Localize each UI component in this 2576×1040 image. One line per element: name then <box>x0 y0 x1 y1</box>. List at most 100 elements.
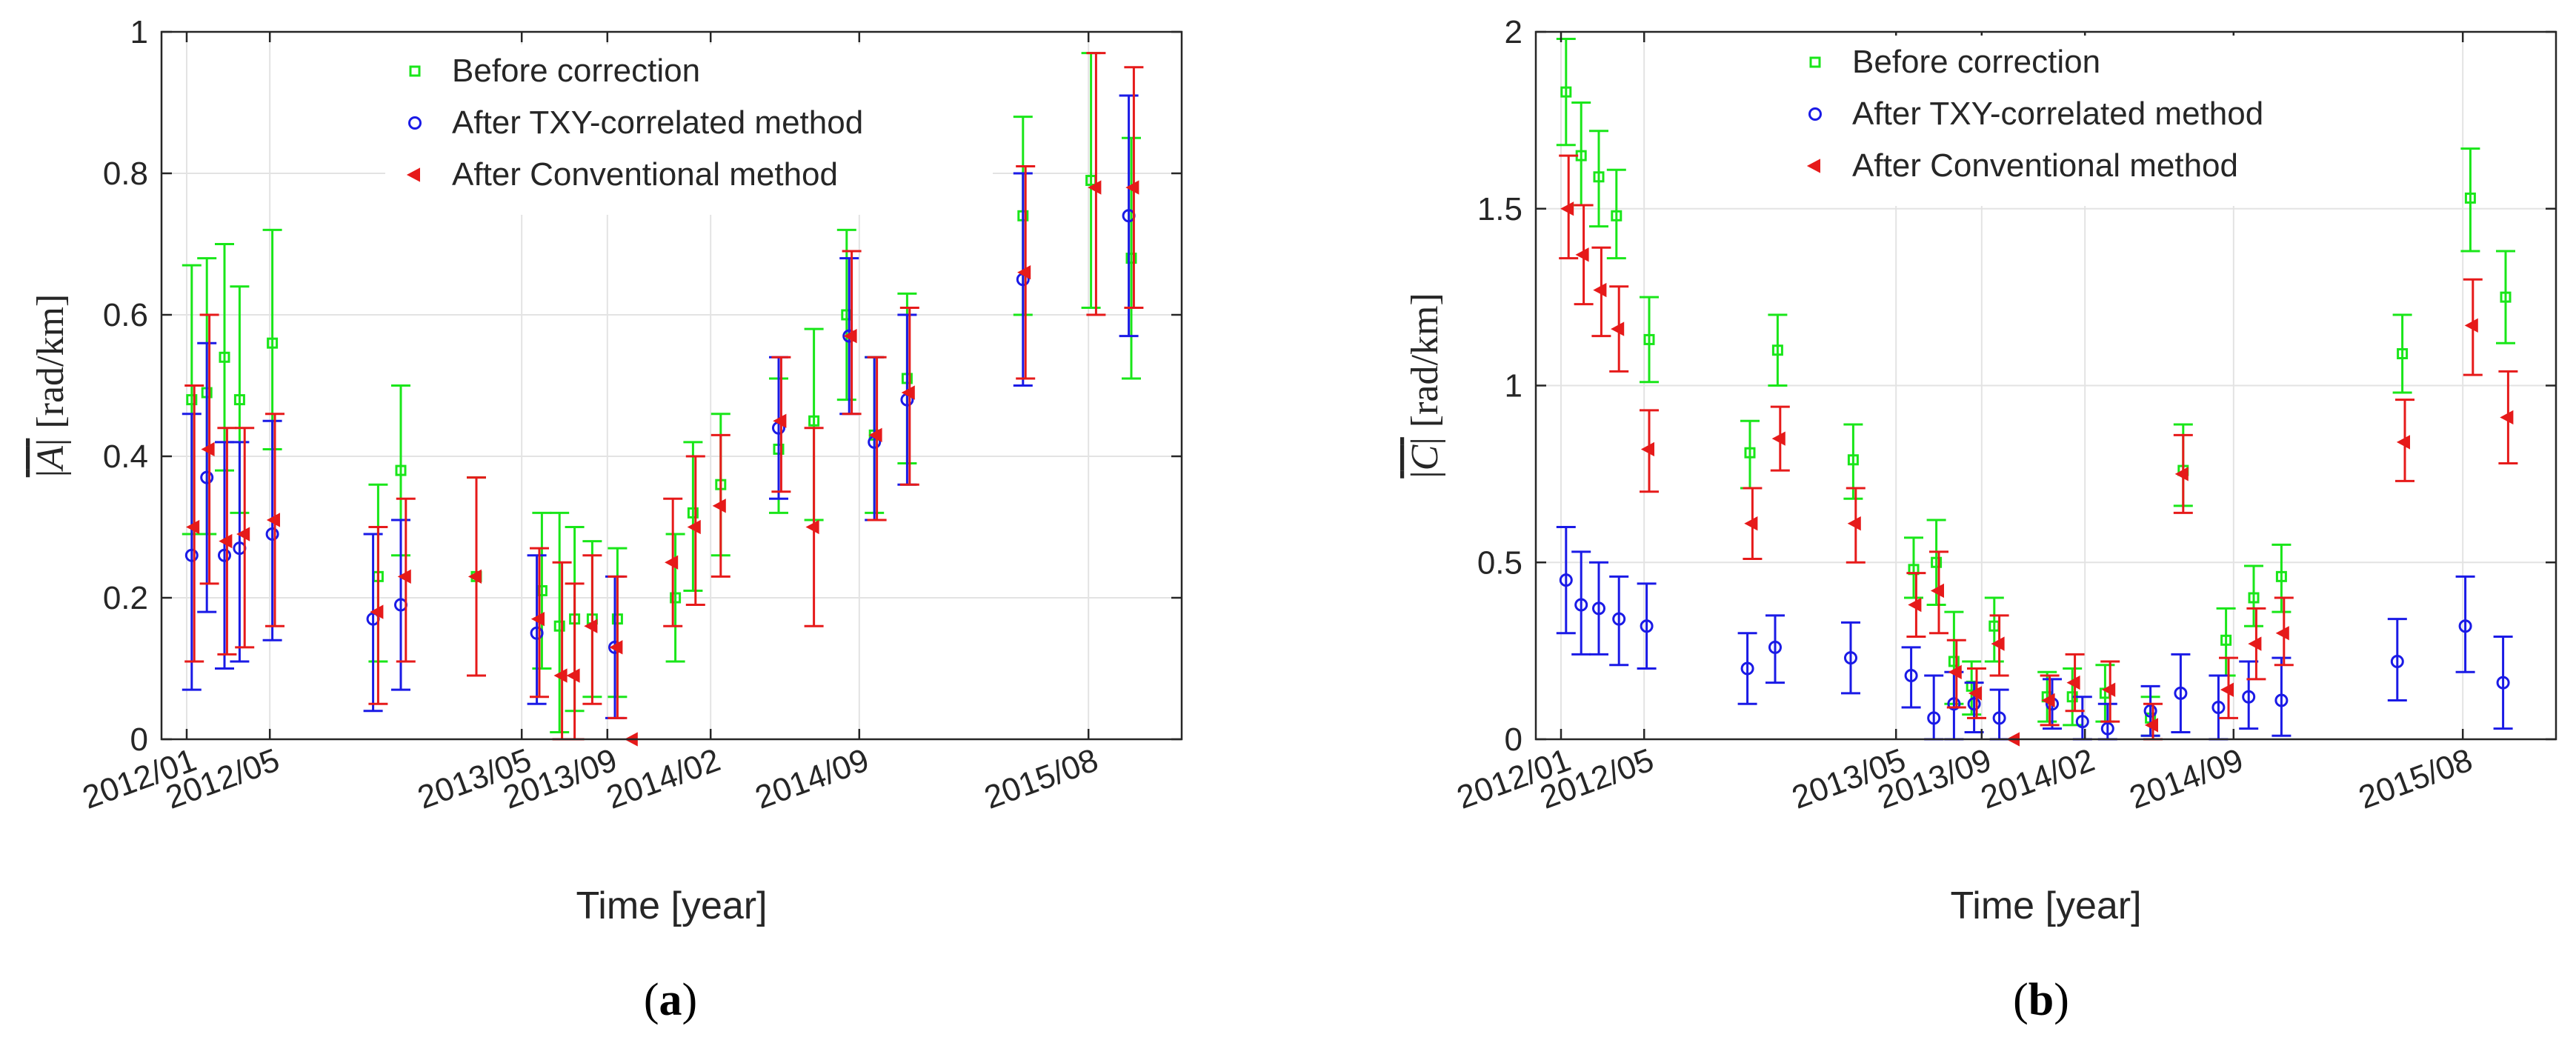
legend-label: After Conventional method <box>1852 147 2238 184</box>
error-bar-4 <box>1637 582 1657 670</box>
panel-label-close: ) <box>2054 975 2069 1025</box>
error-bar-7 <box>527 554 547 705</box>
marker-circle-9 <box>1927 711 1941 725</box>
marker-triangle-left-17 <box>773 413 787 428</box>
marker-triangle-left-7 <box>1847 516 1861 531</box>
marker-triangle-left-19 <box>2220 682 2234 697</box>
marker-triangle-left-9 <box>1930 583 1944 599</box>
panel-label-open: ( <box>2013 975 2028 1025</box>
marker-square-2 <box>219 351 230 363</box>
marker-triangle-left-22 <box>1017 265 1031 280</box>
marker-square-4 <box>1643 333 1655 345</box>
marker-circle-16 <box>2143 704 2157 718</box>
error-bar-13 <box>665 533 685 663</box>
series-after-conventional-method <box>184 52 1144 747</box>
marker-triangle-left-8 <box>1908 597 1922 613</box>
error-bar-22 <box>2455 575 2475 673</box>
marker-triangle-left-10 <box>1948 664 1962 679</box>
marker-circle-7 <box>530 626 544 640</box>
marker-square-4 <box>267 337 279 349</box>
panel-label-open: ( <box>644 975 659 1025</box>
marker-triangle-left-12 <box>609 640 623 655</box>
x-tick-label: 2014/09 <box>2125 741 2248 816</box>
error-bar-2 <box>1589 130 1608 228</box>
marker-circle-17 <box>2174 686 2188 700</box>
error-bar-0 <box>1556 38 1576 147</box>
series-after-conventional-method <box>1559 154 2518 747</box>
error-bar-8 <box>532 511 552 670</box>
x-tick-label: 2014/02 <box>1976 741 2099 816</box>
marker-square-21 <box>2397 348 2409 360</box>
panel-label-letter: b <box>2028 975 2054 1025</box>
marker-square-6 <box>1771 344 1783 356</box>
error-bar-3 <box>1606 168 1626 260</box>
legend-item: After TXY-correlated method <box>408 104 863 141</box>
marker-square-14 <box>687 507 699 519</box>
marker-circle-0 <box>1559 573 1573 587</box>
marker-circle-12 <box>1992 711 2006 725</box>
marker-triangle-left-19 <box>843 328 857 344</box>
legend-label: Before correction <box>1852 44 2100 80</box>
marker-triangle-left-22 <box>2396 435 2410 450</box>
marker-triangle-left-4 <box>1640 441 1654 457</box>
marker-circle-7 <box>1844 651 1857 665</box>
marker-circle-0 <box>184 548 199 562</box>
error-bar-21 <box>2387 618 2407 701</box>
y-tick-label: 0 <box>130 721 148 758</box>
marker-circle-legend-1 <box>408 116 422 130</box>
marker-triangle-left-14 <box>2041 693 2055 708</box>
error-bar-22 <box>2460 147 2480 253</box>
marker-triangle-left-3 <box>236 527 250 541</box>
marker-triangle-left-18 <box>2174 467 2189 481</box>
error-bar-13 <box>1013 172 1033 387</box>
error-bar-5 <box>1737 632 1757 705</box>
error-bar-6 <box>1765 614 1785 684</box>
error-bar-3 <box>1609 575 1629 667</box>
marker-circle-23 <box>2496 676 2510 690</box>
marker-square-13 <box>670 592 682 604</box>
x-axis-title: Time [year] <box>1950 884 2141 927</box>
y-tick-label: 0.6 <box>103 297 148 333</box>
y-tick-label: 2 <box>1505 14 1522 50</box>
y-axis-title-variable-letter: A <box>30 446 72 472</box>
error-bar-19 <box>2239 660 2259 730</box>
legend-item: Before correction <box>1809 44 2100 80</box>
marker-square-9 <box>1931 556 1943 568</box>
legend-item: Before correction <box>409 53 700 89</box>
marker-triangle-left-12 <box>1991 636 2005 651</box>
marker-triangle-left-2 <box>1593 282 1607 298</box>
marker-square-3 <box>233 394 245 406</box>
marker-triangle-left-10 <box>566 668 580 683</box>
marker-circle-22 <box>2458 619 2472 633</box>
marker-square-0 <box>186 394 198 406</box>
marker-circle-15 <box>2100 721 2114 736</box>
panel-label-close: ) <box>682 975 698 1025</box>
marker-circle-6 <box>1768 640 1782 654</box>
x-tick-label: 2014/02 <box>602 741 725 816</box>
legend-label: Before correction <box>452 53 700 89</box>
legend-label: After Conventional method <box>452 156 838 193</box>
marker-circle-2 <box>218 548 231 562</box>
y-axis-title-variable: | <box>30 470 72 477</box>
legend-label: After TXY-correlated method <box>452 104 863 141</box>
marker-square-3 <box>1611 210 1623 221</box>
marker-triangle-left-0 <box>1560 201 1574 216</box>
error-bar-20 <box>2272 656 2292 737</box>
marker-circle-4 <box>265 527 279 541</box>
error-bar-11 <box>1962 660 1982 716</box>
error-bar-13 <box>2037 670 2057 723</box>
panel-label: (b) <box>2013 975 2069 1025</box>
marker-circle-14 <box>2075 715 2089 729</box>
marker-triangle-left-6 <box>397 569 411 584</box>
marker-triangle-left-16 <box>712 499 726 513</box>
marker-circle-1 <box>1574 598 1588 612</box>
axis-box <box>160 30 1183 741</box>
marker-square-2 <box>1593 171 1605 183</box>
legend-box <box>385 44 993 215</box>
marker-triangle-left-17 <box>2144 718 2158 733</box>
marker-square-22 <box>2464 192 2476 204</box>
y-axis-title-variable-letter: C <box>1404 444 1446 470</box>
marker-square-0 <box>1560 86 1572 98</box>
